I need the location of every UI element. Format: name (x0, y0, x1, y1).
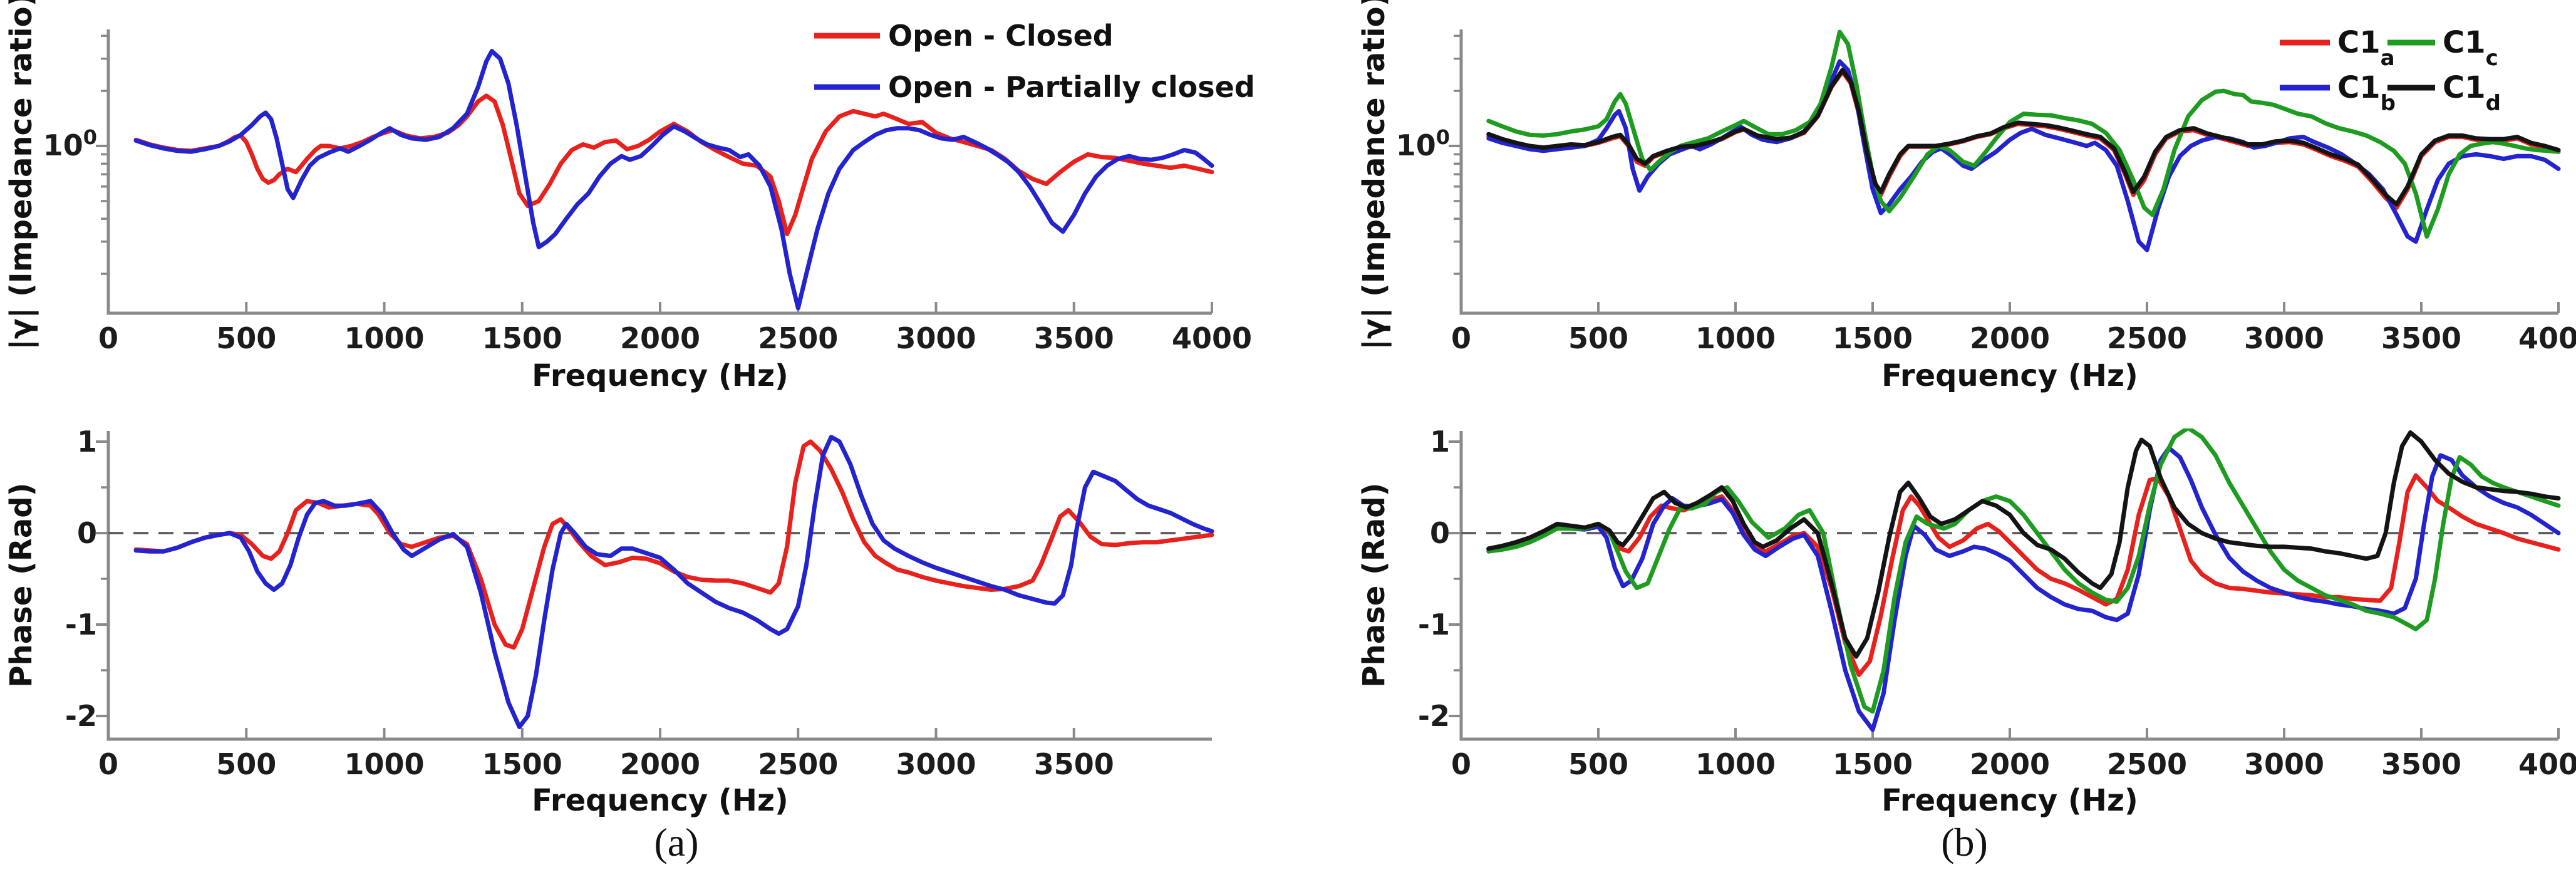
y-tick-label: 1 (77, 425, 97, 459)
x-tick-label: 0 (1451, 321, 1471, 355)
x-tick-label: 4000 (2518, 321, 2576, 355)
x-tick-label: 1500 (1833, 747, 1913, 781)
y-axis-label: |γ| (Impedance ratio) (4, 0, 39, 350)
series-open---closed (133, 439, 1214, 650)
series-open---closed (133, 93, 1214, 237)
legend-label: C1b (2337, 70, 2396, 116)
x-tick-label: 3000 (896, 321, 976, 355)
x-tick-label: 500 (1568, 321, 1628, 355)
series-c1c (1486, 428, 2561, 714)
plot-a_mag: 0 500 1000 1500 2000 2500 3000 3500 4000 Frequenc… (4, 0, 1255, 393)
legend-label: Open - Partially closed (888, 70, 1255, 104)
x-tick-label: 0 (1451, 747, 1471, 781)
x-axis-label: Frequency (Hz) (1881, 783, 2138, 818)
panel-a: 0 500 1000 1500 2000 2500 3000 3500 4000 Frequenc… (0, 0, 1353, 864)
series-open---partially-closed (133, 435, 1214, 729)
plot-a_phase: 0 500 1000 1500 2000 2500 3000 3500 Frequency (H… (4, 425, 1214, 818)
plot-b_phase: 0 500 1000 1500 2000 2500 3000 3500 4000 Frequenc… (1357, 425, 2576, 818)
x-tick-label: 2000 (620, 747, 700, 781)
x-tick-label: 500 (1568, 747, 1628, 781)
caption-b: (b) (1941, 820, 1988, 864)
x-tick-label: 4000 (2518, 747, 2576, 781)
axis-spines (106, 431, 1212, 741)
x-tick-label: 3500 (1034, 747, 1114, 781)
x-tick-label: 0 (98, 321, 118, 355)
y-tick-label: 1 (1430, 425, 1450, 459)
x-tick-label: 2500 (758, 747, 838, 781)
x-tick-label: 1000 (1695, 321, 1776, 355)
y-tick-label: 100 (1396, 125, 1450, 162)
y-axis-label: Phase (Rad) (1357, 482, 1392, 687)
axis-spines (1459, 29, 2558, 315)
x-tick-label: 2000 (1970, 321, 2050, 355)
x-axis-label: Frequency (Hz) (532, 358, 789, 393)
x-tick-label: 1000 (344, 321, 424, 355)
y-axis-label: |γ| (Impedance ratio) (1357, 0, 1392, 350)
x-tick-label: 2500 (2107, 747, 2187, 781)
chart-a-magnitude: 0 500 1000 1500 2000 2500 3000 3500 4000 Frequenc… (0, 0, 1353, 413)
legend-label: C1d (2443, 70, 2501, 116)
y-tick-label: 100 (43, 125, 97, 162)
legend-label: C1c (2443, 25, 2498, 71)
series-c1d (1486, 430, 2561, 659)
x-tick-label: 2500 (2107, 321, 2187, 355)
y-tick-label: 0 (77, 516, 97, 550)
x-tick-label: 3500 (1034, 321, 1114, 355)
x-tick-label: 3000 (2244, 747, 2324, 781)
chart-b-magnitude: 0 500 1000 1500 2000 2500 3000 3500 4000 Frequenc… (1353, 0, 2576, 413)
x-tick-label: 500 (216, 321, 276, 355)
series-c1d (1486, 68, 2561, 207)
x-tick-label: 1000 (344, 747, 424, 781)
legend-label: Open - Closed (888, 19, 1114, 53)
chart-a-phase: 0 500 1000 1500 2000 2500 3000 3500 Frequency (H… (0, 413, 1353, 819)
series-open---partially-closed (133, 49, 1214, 311)
plot-b_mag: 0 500 1000 1500 2000 2500 3000 3500 4000 Frequenc… (1357, 0, 2576, 393)
x-axis-label: Frequency (Hz) (532, 783, 789, 818)
x-tick-label: 0 (98, 747, 118, 781)
x-tick-label: 3500 (2381, 747, 2461, 781)
x-tick-label: 500 (216, 747, 276, 781)
y-axis-label: Phase (Rad) (4, 482, 39, 687)
y-tick-label: -1 (65, 608, 97, 641)
y-tick-label: -1 (1418, 608, 1450, 641)
x-tick-label: 2000 (620, 321, 700, 355)
y-tick-label: -2 (65, 699, 97, 733)
x-tick-label: 3500 (2381, 321, 2461, 355)
x-tick-label: 1500 (482, 747, 562, 781)
x-tick-label: 2000 (1970, 747, 2050, 781)
x-tick-label: 2500 (758, 321, 838, 355)
series-c1b (1486, 445, 2561, 732)
x-tick-label: 3000 (2244, 321, 2324, 355)
chart-b-phase: 0 500 1000 1500 2000 2500 3000 3500 4000 Frequenc… (1353, 413, 2576, 819)
x-tick-label: 3000 (896, 747, 976, 781)
x-axis-label: Frequency (Hz) (1881, 358, 2138, 393)
panel-b: 05001000150020002500300035004000Frequenc… (1353, 0, 2576, 882)
x-tick-label: 1500 (482, 321, 562, 355)
x-tick-label: 4000 (1172, 321, 1252, 355)
series-c1c (1486, 29, 2561, 239)
y-tick-label: -2 (1418, 699, 1450, 733)
y-tick-label: 0 (1430, 516, 1450, 550)
x-tick-label: 1500 (1833, 321, 1913, 355)
legend-label: C1a (2337, 25, 2395, 71)
caption-a: (a) (654, 820, 699, 864)
x-tick-label: 1000 (1695, 747, 1776, 781)
series-c1a (1486, 473, 2561, 677)
series-c1a (1486, 69, 2561, 210)
